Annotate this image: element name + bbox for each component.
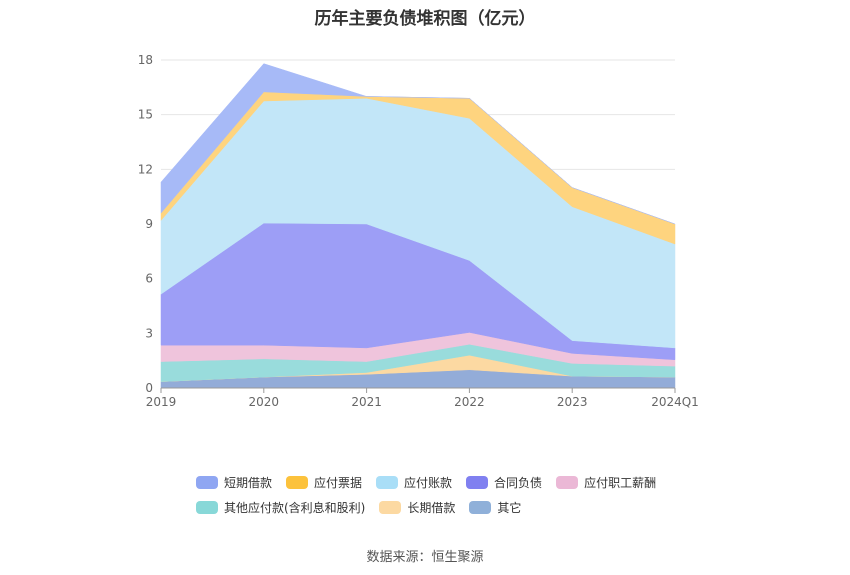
legend-swatch (196, 501, 218, 514)
legend-item[interactable]: 合同负债 (466, 474, 542, 491)
legend-label: 短期借款 (224, 476, 273, 490)
legend-item[interactable]: 应付账款 (376, 474, 452, 491)
legend-swatch (469, 501, 492, 514)
y-tick-label: 15 (138, 108, 153, 122)
x-tick-label: 2021 (351, 395, 382, 409)
legend-swatch (466, 476, 489, 489)
legend-item[interactable]: 其他应付款(含利息和股利) (196, 499, 365, 516)
data-source-note: 数据来源：恒生聚源 (366, 550, 484, 565)
legend-label: 其他应付款(含利息和股利) (224, 501, 366, 515)
legend-swatch (196, 476, 218, 489)
legend-item[interactable]: 应付职工薪酬 (556, 474, 656, 491)
y-tick-label: 18 (138, 53, 153, 67)
legend-swatch (379, 501, 402, 514)
legend-label: 其它 (497, 501, 522, 515)
x-tick-label: 2022 (454, 395, 485, 409)
legend-item[interactable]: 其它 (469, 499, 521, 516)
x-tick-label: 2024Q1 (651, 395, 699, 409)
legend-swatch (286, 476, 309, 489)
legend-swatch (556, 476, 579, 489)
y-tick-label: 6 (145, 272, 153, 286)
y-tick-label: 9 (145, 217, 153, 231)
chart-title: 历年主要负债堆积图（亿元） (314, 9, 536, 29)
y-tick-label: 12 (138, 162, 153, 176)
legend-item[interactable]: 长期借款 (379, 499, 455, 516)
area-series-7 (160, 63, 676, 225)
legend-label: 长期借款 (407, 501, 456, 515)
legend-item[interactable]: 应付票据 (286, 474, 362, 491)
x-tick-label: 2019 (146, 395, 177, 409)
y-tick-label: 3 (145, 326, 153, 340)
stacked-area-chart: 0 3 6 9 12 15 18 2019 2020 2021 2022 2023 2024Q1 (138, 53, 699, 409)
x-tick-label: 2023 (557, 395, 588, 409)
x-tick-label: 2020 (249, 395, 280, 409)
legend-label: 应付票据 (314, 476, 363, 490)
legend-label: 应付职工薪酬 (584, 476, 657, 490)
legend-label: 合同负债 (494, 476, 543, 490)
legend-swatch (376, 476, 399, 489)
legend-item[interactable]: 短期借款 (196, 474, 272, 491)
legend-label: 应付账款 (404, 476, 453, 490)
y-tick-label: 0 (145, 381, 153, 395)
